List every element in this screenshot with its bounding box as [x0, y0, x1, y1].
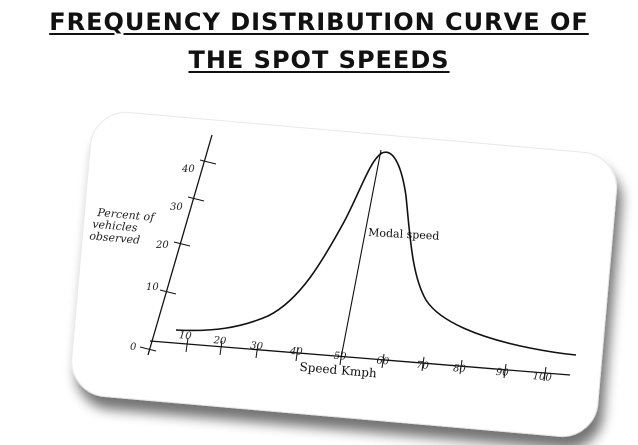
x-tick-90: 90	[495, 367, 509, 379]
modal-speed-line	[340, 149, 382, 359]
y-tick-0: 0	[130, 342, 137, 353]
x-tick-60: 60	[376, 355, 390, 367]
y-axis-label-line-2: vehicles	[92, 218, 138, 235]
x-tick-50: 50	[333, 351, 347, 363]
y-tick-20: 20	[155, 240, 169, 251]
x-axis-label: Speed Kmph	[299, 360, 378, 381]
y-tick-10: 10	[146, 282, 159, 293]
x-tick-70: 70	[416, 360, 430, 372]
title-line-1: FREQUENCY DISTRIBUTION CURVE OF	[49, 8, 589, 36]
diagram-card	[71, 111, 617, 437]
x-tick-20: 20	[212, 335, 227, 347]
title-line-2: THE SPOT SPEEDS	[188, 46, 450, 74]
modal-speed-label: Modal speed	[368, 226, 440, 243]
x-tick-100: 100	[532, 371, 553, 384]
x-tick-30: 30	[250, 340, 264, 352]
y-tick-40: 40	[181, 164, 195, 175]
x-tick-80: 80	[453, 363, 467, 375]
y-tick-30: 30	[170, 202, 183, 213]
x-axis	[149, 340, 571, 376]
y-axis-label-line-3: observed	[89, 229, 141, 246]
frequency-curve	[175, 151, 577, 356]
y-axis-ticks	[139, 159, 217, 352]
x-tick-40: 40	[288, 346, 303, 358]
x-tick-10: 10	[178, 330, 192, 342]
y-axis	[147, 134, 213, 356]
x-axis-ticks	[185, 337, 547, 382]
y-axis-label-line-1: Percent of	[96, 206, 157, 224]
